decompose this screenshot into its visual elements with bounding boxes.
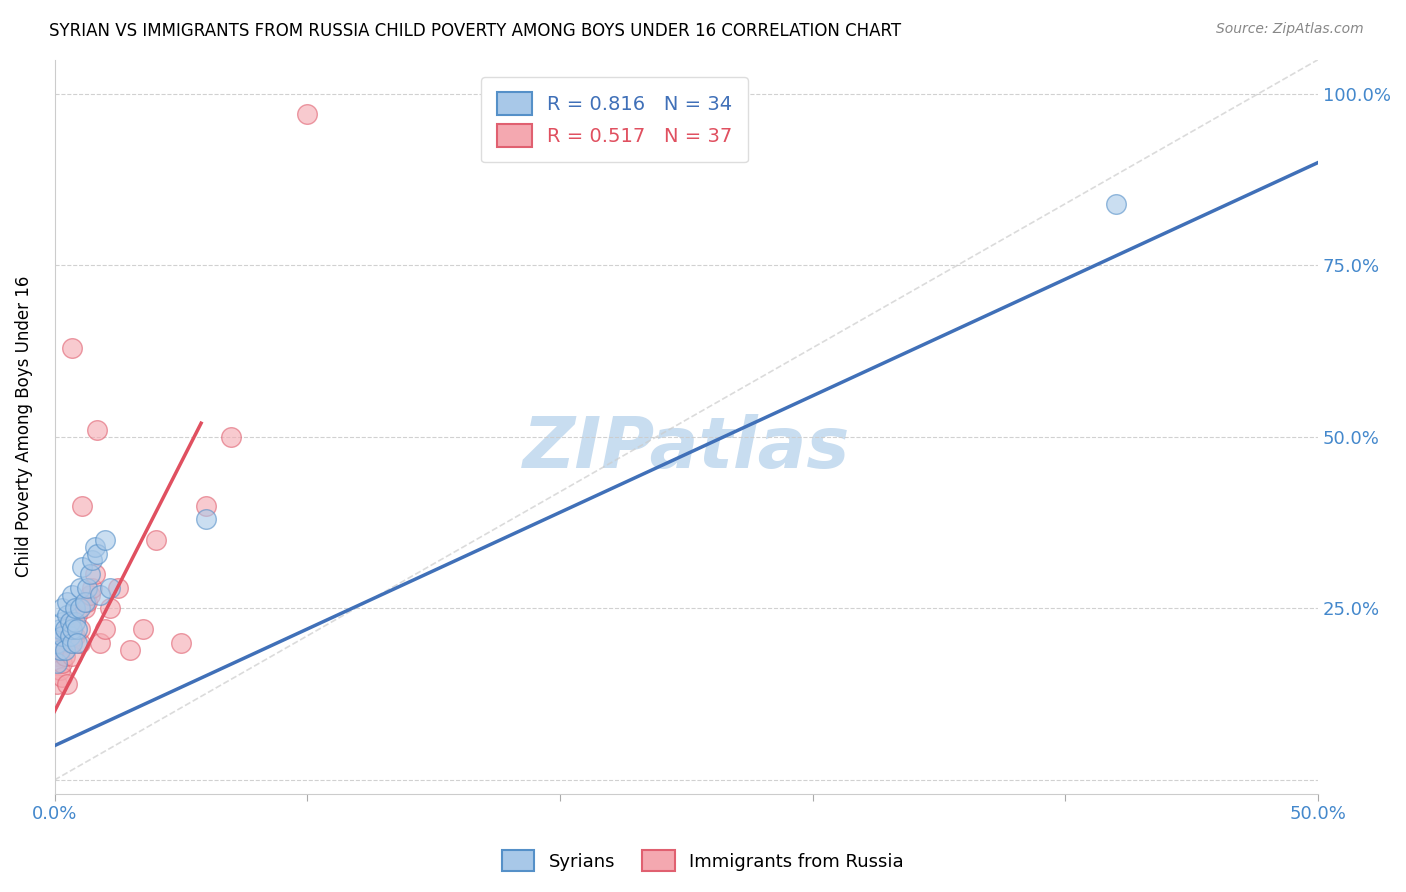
- Point: [82, 553, 104, 567]
- Point: [221, 430, 243, 444]
- Point: [79, 588, 101, 602]
- Point: [59, 636, 82, 650]
- Point: [69, 601, 91, 615]
- Point: [60, 588, 83, 602]
- Point: [195, 512, 218, 526]
- Text: ZIPatlas: ZIPatlas: [523, 414, 851, 483]
- Point: [86, 423, 108, 437]
- Point: [94, 622, 117, 636]
- Point: [48, 642, 70, 657]
- Point: [51, 657, 73, 671]
- Point: [195, 499, 218, 513]
- Point: [69, 622, 91, 636]
- Point: [98, 601, 121, 615]
- Point: [63, 615, 86, 629]
- Point: [56, 594, 79, 608]
- Point: [120, 642, 142, 657]
- Point: [66, 608, 89, 623]
- Point: [76, 594, 98, 608]
- Point: [60, 341, 83, 355]
- Point: [84, 567, 107, 582]
- Point: [89, 588, 111, 602]
- Point: [132, 622, 155, 636]
- Legend: Syrians, Immigrants from Russia: Syrians, Immigrants from Russia: [495, 843, 911, 879]
- Point: [82, 581, 104, 595]
- Point: [94, 533, 117, 547]
- Point: [79, 567, 101, 582]
- Point: [73, 594, 96, 608]
- Point: [46, 677, 69, 691]
- Point: [73, 601, 96, 615]
- Legend: R = 0.816   N = 34, R = 0.517   N = 37: R = 0.816 N = 34, R = 0.517 N = 37: [481, 77, 748, 162]
- Point: [51, 615, 73, 629]
- Point: [66, 622, 89, 636]
- Point: [60, 636, 83, 650]
- Text: SYRIAN VS IMMIGRANTS FROM RUSSIA CHILD POVERTY AMONG BOYS UNDER 16 CORRELATION C: SYRIAN VS IMMIGRANTS FROM RUSSIA CHILD P…: [49, 22, 901, 40]
- Point: [48, 622, 70, 636]
- Point: [46, 657, 69, 671]
- Point: [63, 601, 86, 615]
- Point: [59, 629, 82, 643]
- Point: [48, 642, 70, 657]
- Point: [98, 581, 121, 595]
- Point: [53, 649, 76, 664]
- Point: [60, 622, 83, 636]
- Point: [60, 649, 83, 664]
- Point: [53, 629, 76, 643]
- Point: [89, 636, 111, 650]
- Point: [48, 663, 70, 677]
- Point: [63, 629, 86, 643]
- Y-axis label: Child Poverty Among Boys Under 16: Child Poverty Among Boys Under 16: [15, 276, 32, 577]
- Point: [56, 677, 79, 691]
- Point: [59, 615, 82, 629]
- Point: [145, 533, 167, 547]
- Point: [51, 629, 73, 643]
- Point: [53, 642, 76, 657]
- Point: [53, 622, 76, 636]
- Point: [76, 581, 98, 595]
- Point: [170, 636, 193, 650]
- Point: [51, 670, 73, 684]
- Point: [72, 499, 94, 513]
- Point: [46, 649, 69, 664]
- Point: [69, 581, 91, 595]
- Point: [297, 107, 319, 121]
- Point: [66, 636, 89, 650]
- Point: [59, 615, 82, 629]
- Point: [51, 601, 73, 615]
- Point: [56, 608, 79, 623]
- Point: [1105, 196, 1128, 211]
- Point: [51, 636, 73, 650]
- Point: [69, 636, 91, 650]
- Point: [56, 622, 79, 636]
- Point: [86, 547, 108, 561]
- Point: [107, 581, 129, 595]
- Point: [84, 540, 107, 554]
- Point: [72, 560, 94, 574]
- Text: Source: ZipAtlas.com: Source: ZipAtlas.com: [1216, 22, 1364, 37]
- Point: [46, 636, 69, 650]
